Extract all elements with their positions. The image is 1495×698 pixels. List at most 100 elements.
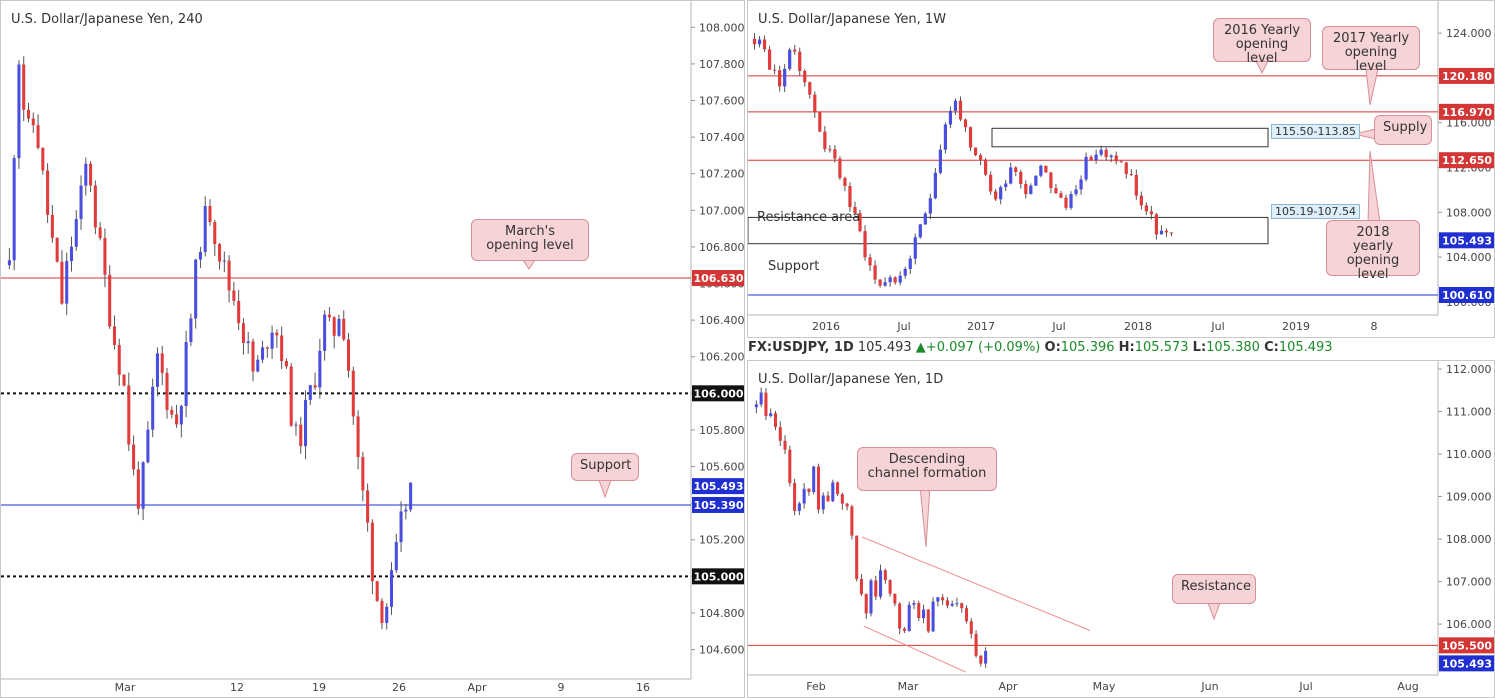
candle-up: [1159, 230, 1164, 235]
candle-down: [361, 456, 365, 491]
candle-down: [89, 163, 93, 186]
candle-up: [913, 237, 917, 259]
candle-up: [754, 404, 758, 408]
note-2016-yearly: 2016 Yearly opening level: [1213, 18, 1311, 66]
info-high: 105.573: [1134, 340, 1189, 355]
candle-up: [222, 260, 226, 262]
candle-up: [948, 110, 953, 125]
candle-down: [843, 177, 847, 186]
chart-title-4h: U.S. Dollar/Japanese Yen, 240: [11, 12, 203, 27]
candle-down: [818, 112, 822, 132]
candle-down: [762, 39, 767, 50]
level-price-label: 106.630: [693, 272, 743, 285]
current-price-label: 105.493: [1442, 234, 1492, 247]
candle-down: [370, 522, 374, 582]
candle-up: [409, 482, 413, 510]
candle-down: [855, 535, 859, 580]
candle-down: [826, 495, 830, 502]
x-tick-label: Jul: [896, 320, 910, 333]
candle-up: [1069, 194, 1073, 208]
candle-down: [55, 237, 59, 262]
candle-down: [773, 413, 778, 428]
y-tick-label: 107.000: [699, 204, 745, 217]
candle-up: [399, 511, 403, 543]
candle-up: [1009, 167, 1013, 184]
candle-up: [17, 64, 21, 159]
candle-down: [60, 261, 64, 304]
x-tick-label: 2019: [1282, 320, 1310, 333]
candle-down: [828, 149, 832, 151]
x-tick-label: Aug: [1397, 680, 1418, 693]
info-close: 105.493: [1278, 340, 1333, 355]
level-price-label: 120.180: [1442, 70, 1492, 83]
chart-panel-daily[interactable]: 112.000 111.000 110.000 109.000 108.000 107.0…: [747, 360, 1495, 698]
candle-down: [284, 360, 288, 367]
candle-up: [802, 488, 806, 504]
y-tick-label: 112.000: [1446, 363, 1492, 376]
candle-up: [788, 49, 792, 69]
candle-up: [151, 386, 155, 430]
zone-label-resistance: 105.19-107.54: [1271, 204, 1360, 219]
candle-down: [863, 231, 867, 258]
candle-down: [983, 159, 988, 175]
candle-down: [375, 581, 379, 601]
candle-down: [902, 628, 906, 631]
candle-down: [963, 119, 968, 128]
chart-panel-weekly[interactable]: 124.000120.000116.000112.000108.000104.0…: [747, 0, 1495, 338]
candle-down: [346, 339, 351, 371]
candle-down: [838, 158, 842, 178]
candle-up: [950, 603, 954, 606]
y-tick-label: 104.800: [699, 607, 745, 620]
candle-up: [898, 275, 902, 283]
x-tick-label: 12: [230, 681, 244, 694]
candle-down: [989, 174, 993, 192]
candle-down: [93, 185, 97, 228]
candle-down: [836, 482, 840, 495]
candle-up: [203, 206, 207, 252]
candle-down: [327, 314, 331, 318]
level-price-label: 105.390: [693, 499, 743, 512]
candle-down: [122, 374, 126, 386]
x-tick-label: 26: [392, 681, 406, 694]
candle-up: [984, 650, 988, 664]
y-tick-label: 108.000: [1446, 533, 1492, 546]
candle-down: [227, 260, 231, 291]
candle-down: [1064, 197, 1068, 208]
label-resistance-area: Resistance area: [757, 210, 861, 225]
candle-down: [366, 490, 370, 523]
candle-down: [833, 149, 837, 159]
x-tick-label: Feb: [806, 680, 825, 693]
note-supply: Supply: [1374, 115, 1432, 145]
candle-down: [945, 600, 949, 606]
chart-4h-canvas[interactable]: 108.000 107.800 107.600 107.400 107.200 107.0…: [1, 1, 745, 698]
candle-up: [270, 332, 274, 349]
chart-weekly-canvas[interactable]: 124.000120.000116.000112.000108.000104.0…: [748, 1, 1495, 338]
candle-down: [237, 300, 241, 324]
candle-up: [179, 406, 183, 425]
candle-down: [112, 326, 116, 345]
level-price-tag: [1439, 103, 1494, 120]
x-tick-label: 8: [1371, 320, 1378, 333]
y-tick-label: 108.000: [699, 21, 745, 34]
chart-daily-canvas[interactable]: 112.000 111.000 110.000 109.000 108.000 107.0…: [748, 361, 1495, 698]
note-pointer: [1367, 150, 1381, 224]
candle-up: [337, 318, 341, 336]
candle-down: [845, 503, 849, 507]
candle-down: [803, 70, 807, 83]
x-tick-label: 2016: [812, 320, 840, 333]
candle-down: [968, 127, 973, 148]
candle-up: [1029, 185, 1033, 195]
note-march-opening: March's opening level: [471, 219, 589, 261]
candle-up: [918, 224, 922, 238]
y-tick-label: 106.800: [699, 241, 745, 254]
chart-panel-4h[interactable]: 108.000 107.800 107.600 107.400 107.200 107.0…: [0, 0, 745, 698]
info-symbol: FX:USDJPY, 1D: [748, 340, 854, 355]
candle-down: [380, 600, 384, 624]
candle-down: [793, 483, 797, 511]
candle-down: [798, 51, 802, 71]
x-tick-label: Apr: [998, 680, 1018, 693]
candle-down: [808, 82, 812, 95]
y-tick-label: 107.400: [699, 131, 745, 144]
candle-up: [79, 185, 83, 220]
candle-down: [1014, 167, 1018, 173]
